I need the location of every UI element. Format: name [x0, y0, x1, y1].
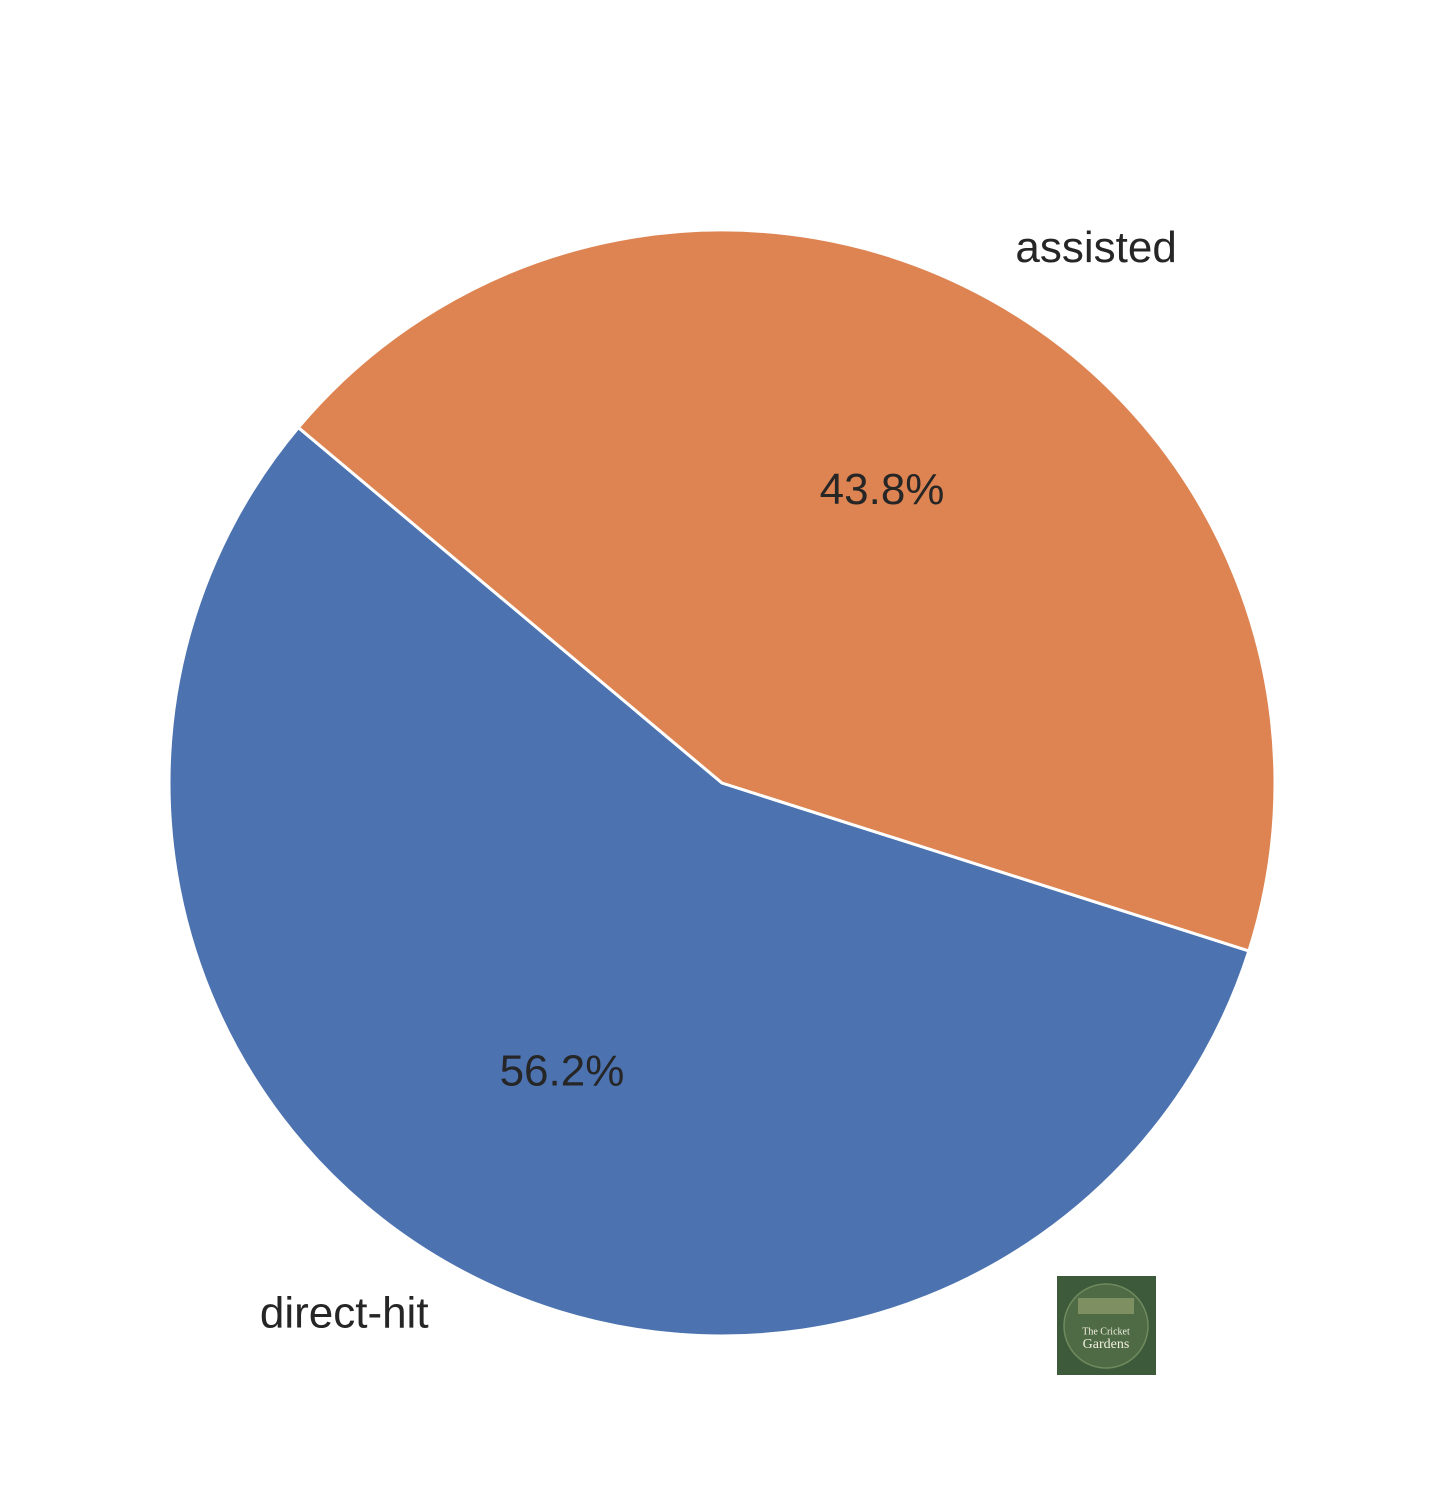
pie-wedge	[167, 426, 1251, 1338]
category-label: direct-hit	[260, 1288, 429, 1337]
logo-text: Gardens	[1083, 1337, 1130, 1352]
pie-wedge	[296, 228, 1277, 953]
value-label: 56.2%	[500, 1046, 625, 1095]
logo: The Cricket Gardens	[1057, 1276, 1156, 1375]
category-label: assisted	[1015, 223, 1176, 272]
value-label: 43.8%	[820, 465, 945, 514]
pie: direct-hit 56.2% assisted 43.8%	[167, 223, 1277, 1338]
logo-building	[1078, 1298, 1134, 1314]
logo-text: The Cricket	[1082, 1326, 1130, 1337]
